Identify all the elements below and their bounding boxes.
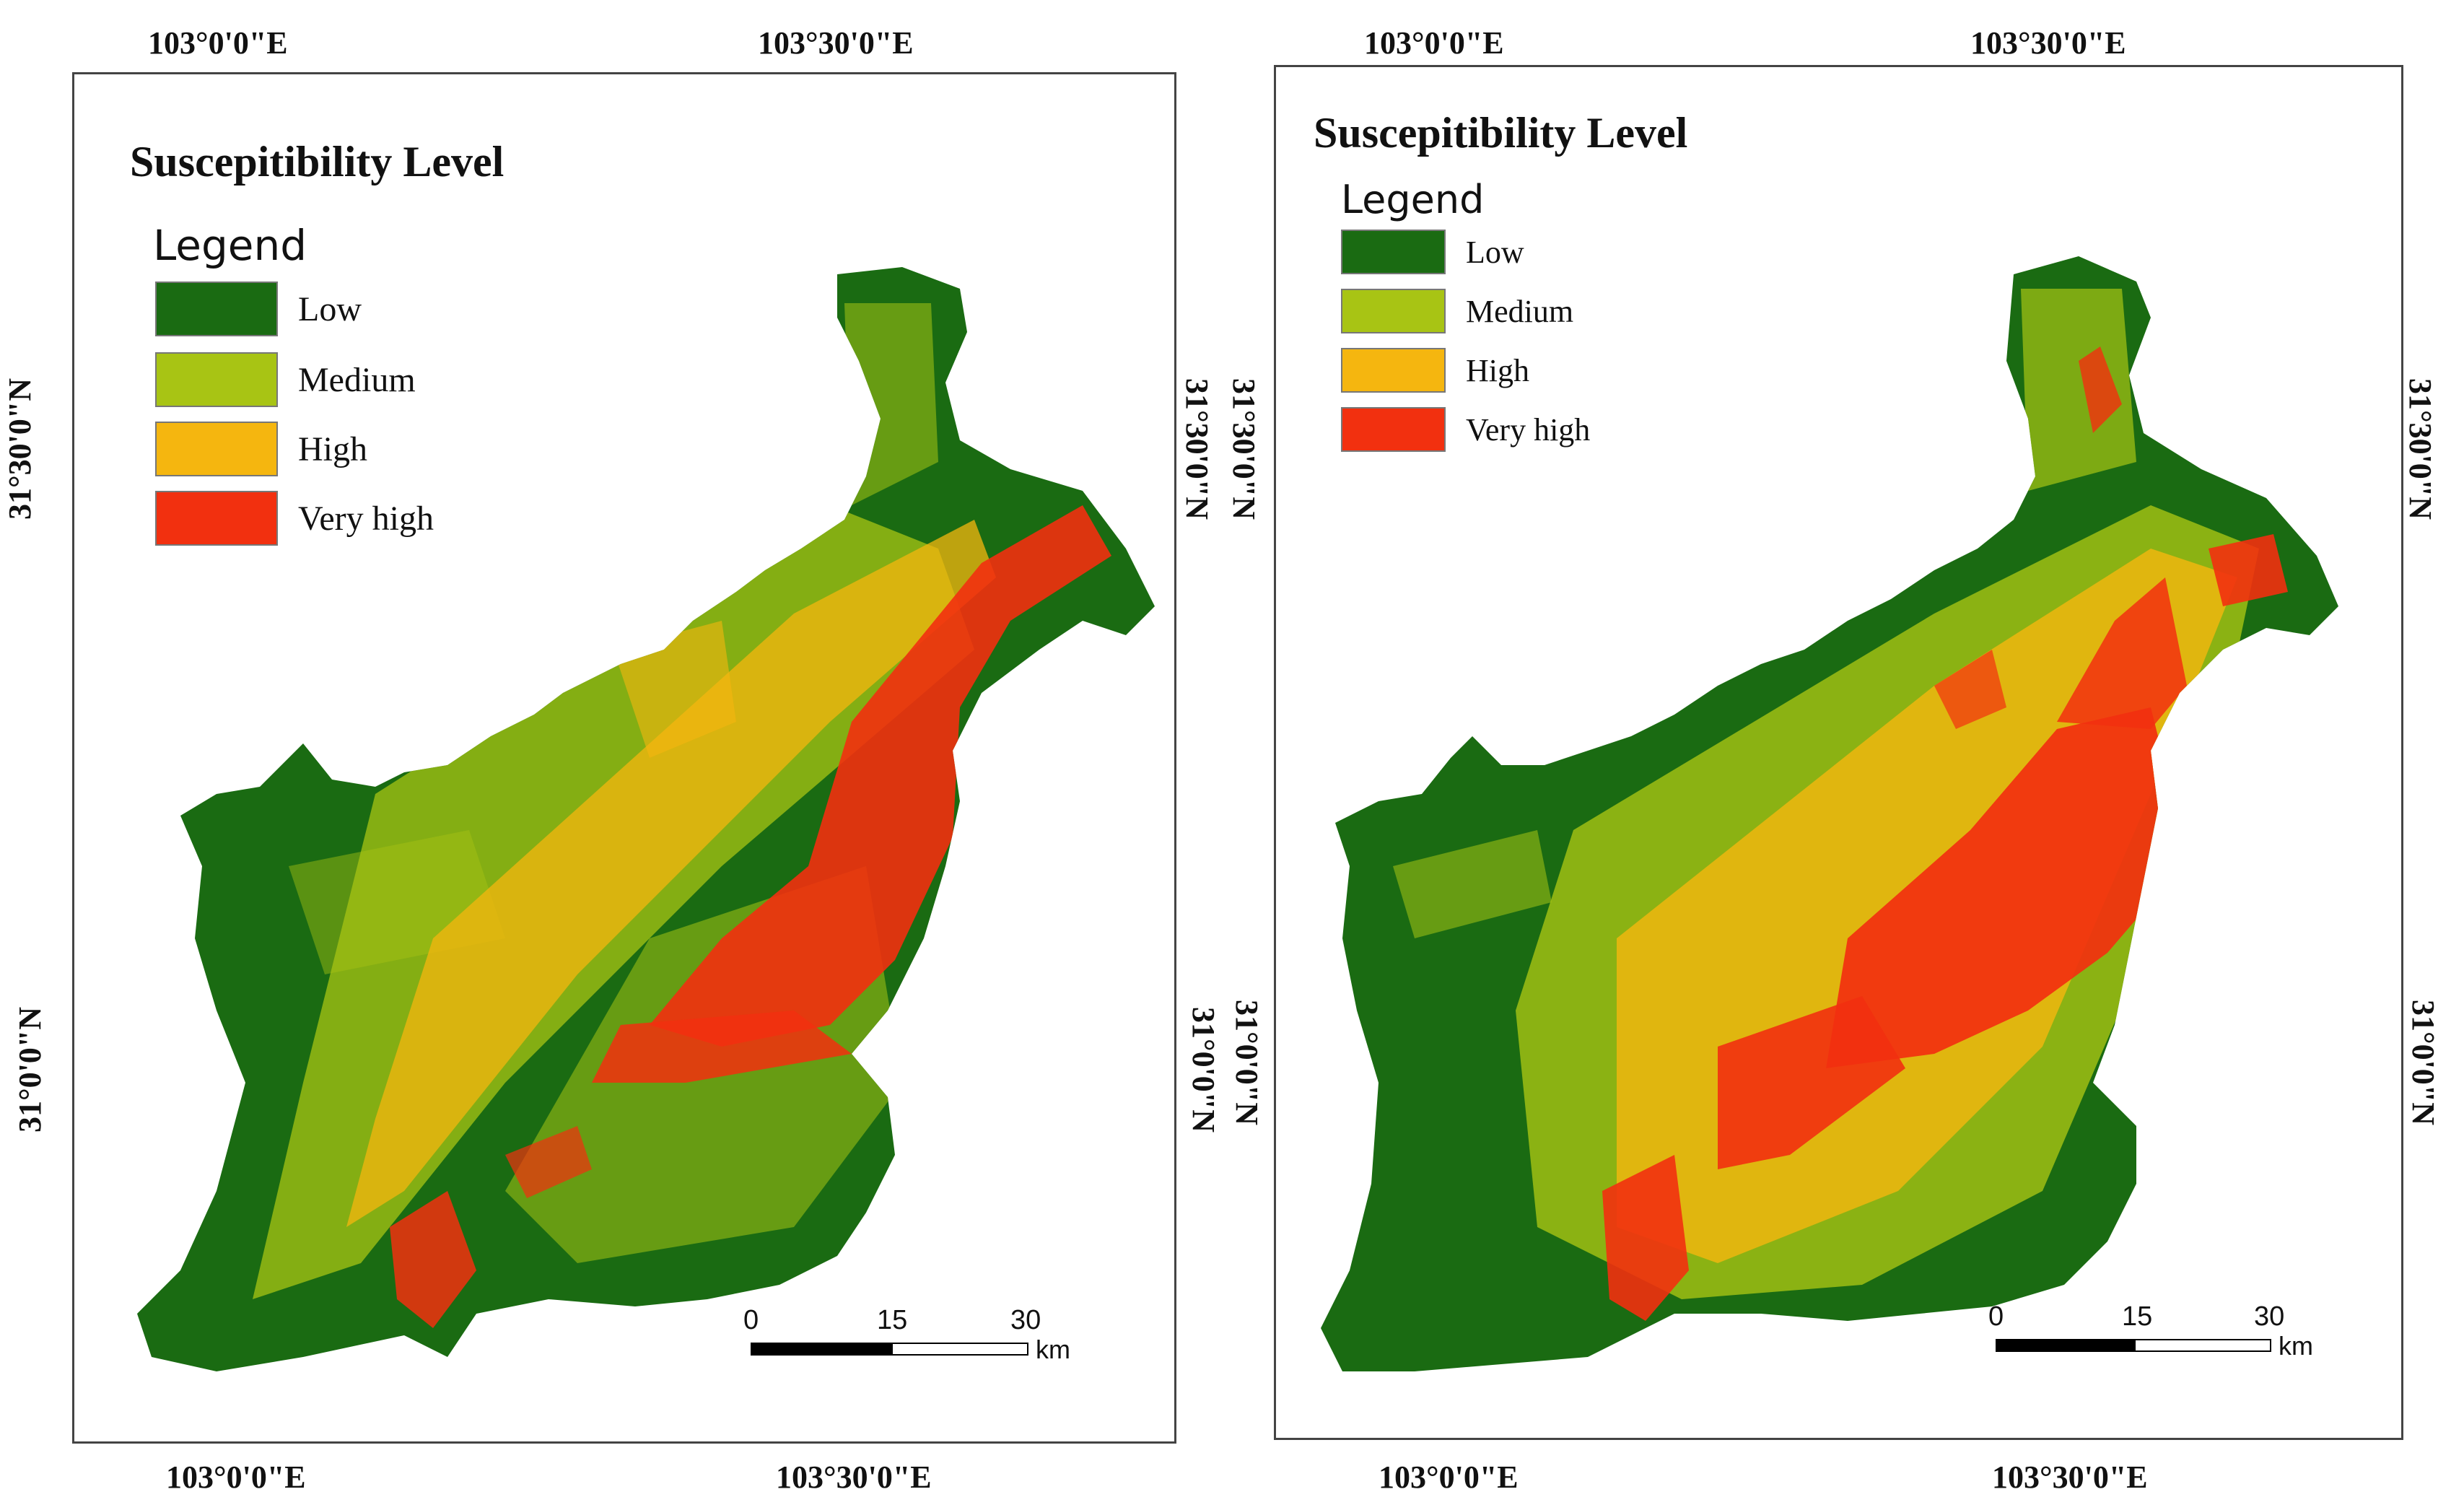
legend-item-medium: Medium <box>1341 289 1573 333</box>
scale-bar-white-segment <box>891 1343 1028 1356</box>
legend-title: Legend <box>153 221 307 270</box>
scale-bar-black-segment <box>751 1343 891 1356</box>
map-title: Suscepitibility Level <box>1314 109 1688 157</box>
susceptibility-map <box>1321 256 2338 1371</box>
legend-swatch-high <box>155 422 278 476</box>
map-title: Suscepitibility Level <box>130 138 504 186</box>
scale-bar-white-segment <box>2134 1339 2271 1352</box>
top-tick-label: 103°0'0"E <box>148 25 288 61</box>
scale-label: 15 <box>2122 1301 2153 1332</box>
legend-swatch-low <box>1341 230 1446 274</box>
right-tick-label: 31°30'0"N <box>1179 378 1215 520</box>
left-tick-label: 31°0'0"N <box>1229 999 1265 1126</box>
legend-label: Very high <box>1466 411 1591 448</box>
scale-label: 15 <box>877 1305 908 1335</box>
bottom-tick-label: 103°30'0"E <box>1992 1459 2148 1495</box>
bottom-tick-label: 103°30'0"E <box>776 1459 932 1495</box>
scale-unit: km <box>1036 1335 1070 1364</box>
legend-label: Low <box>298 289 362 328</box>
scale-bar: 0 15 30 km <box>1988 1301 2342 1375</box>
scale-label: 0 <box>743 1305 759 1335</box>
legend-label: High <box>298 429 367 468</box>
scale-unit: km <box>2279 1331 2313 1361</box>
left-tick-label: 31°30'0"N <box>1226 378 1262 520</box>
legend-swatch-medium <box>155 352 278 407</box>
legend-swatch-high <box>1341 348 1446 393</box>
legend-item-low: Low <box>155 282 362 336</box>
susceptibility-map <box>137 267 1155 1371</box>
left-tick-label: 31°30'0"N <box>2 378 38 520</box>
map-panel-left: 103°0'0"E 103°30'0"E 103°0'0"E 103°30'0"… <box>0 0 1221 1510</box>
legend-swatch-low <box>155 282 278 336</box>
legend-label: Very high <box>298 499 434 538</box>
right-tick-label: 31°0'0"N <box>2406 999 2442 1126</box>
legend-item-high: High <box>1341 348 1529 393</box>
scale-bar: 0 15 30 km <box>743 1305 1097 1379</box>
scale-label: 30 <box>2254 1301 2285 1332</box>
legend-item-medium: Medium <box>155 352 416 407</box>
legend-swatch-very-high <box>1341 407 1446 452</box>
top-tick-label: 103°30'0"E <box>1970 25 2126 61</box>
legend-item-very-high: Very high <box>155 491 434 546</box>
legend-label: Medium <box>298 360 416 399</box>
bottom-tick-label: 103°0'0"E <box>1379 1459 1519 1495</box>
legend-item-very-high: Very high <box>1341 407 1590 452</box>
scale-bar-black-segment <box>1996 1339 2134 1352</box>
map-panel-right: 103°0'0"E 103°30'0"E 103°0'0"E 103°30'0"… <box>1213 0 2464 1510</box>
scale-label: 0 <box>1988 1301 2004 1332</box>
legend-title: Legend <box>1341 177 1485 222</box>
bottom-tick-label: 103°0'0"E <box>166 1459 306 1495</box>
legend-item-low: Low <box>1341 230 1524 274</box>
legend-label: High <box>1466 352 1529 388</box>
legend-swatch-medium <box>1341 289 1446 333</box>
top-tick-label: 103°30'0"E <box>758 25 914 61</box>
right-tick-label: 31°30'0"N <box>2403 378 2439 520</box>
top-tick-label: 103°0'0"E <box>1364 25 1504 61</box>
legend-label: Medium <box>1466 293 1574 329</box>
legend-item-high: High <box>155 422 367 476</box>
left-tick-label: 31°0'0"N <box>12 1006 48 1133</box>
legend-swatch-very-high <box>155 491 278 546</box>
legend-label: Low <box>1466 234 1524 270</box>
scale-label: 30 <box>1010 1305 1041 1335</box>
